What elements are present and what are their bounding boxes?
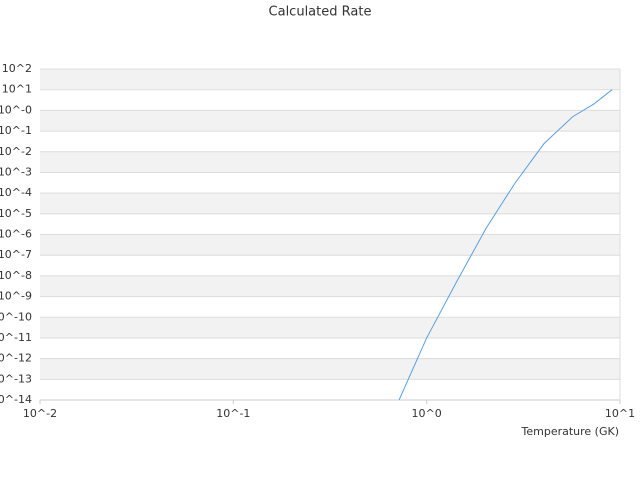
x-tick-label: 10^-1 <box>216 407 250 420</box>
data-line <box>398 89 613 400</box>
grid-band <box>40 193 620 214</box>
grid-band <box>40 317 620 338</box>
y-tick-label: 10^-8 <box>0 269 32 282</box>
y-tick-label: 10^-14 <box>0 393 32 406</box>
grid <box>40 68 620 401</box>
y-tick-label: 10^-4 <box>0 186 32 199</box>
x-tick-label: 10^-2 <box>23 407 57 420</box>
y-tick-label: 10^-13 <box>0 372 32 385</box>
y-tick-label: 10^-3 <box>0 165 32 178</box>
y-tick-label: 10^-11 <box>0 331 32 344</box>
y-tick-label: 10^-9 <box>0 290 32 303</box>
y-tick-label: 10^-10 <box>0 310 32 323</box>
grid-band <box>40 234 620 256</box>
y-tick-label: 10^-5 <box>0 207 32 220</box>
grid-band <box>40 275 620 297</box>
y-tick-label: 10^1 <box>2 83 32 96</box>
y-tick-label: 10^2 <box>2 62 32 75</box>
y-tick-label: 10^-2 <box>0 145 32 158</box>
y-tick-label: 10^-1 <box>0 124 32 137</box>
grid-band <box>40 358 620 380</box>
y-tick-label: 10^-7 <box>0 248 32 261</box>
y-tick-label: 10^-12 <box>0 352 32 365</box>
x-tick-label: 10^1 <box>605 407 635 420</box>
grid-band <box>40 110 620 132</box>
grid-band <box>40 69 620 90</box>
x-axis-label: Temperature (GK) <box>521 425 620 438</box>
y-tick-label: 10^-6 <box>0 228 32 241</box>
grid-band <box>40 151 620 173</box>
x-tick-label: 10^0 <box>412 407 442 420</box>
y-tick-label: 10^-0 <box>0 103 32 116</box>
chart-title: Calculated Rate <box>269 5 372 20</box>
